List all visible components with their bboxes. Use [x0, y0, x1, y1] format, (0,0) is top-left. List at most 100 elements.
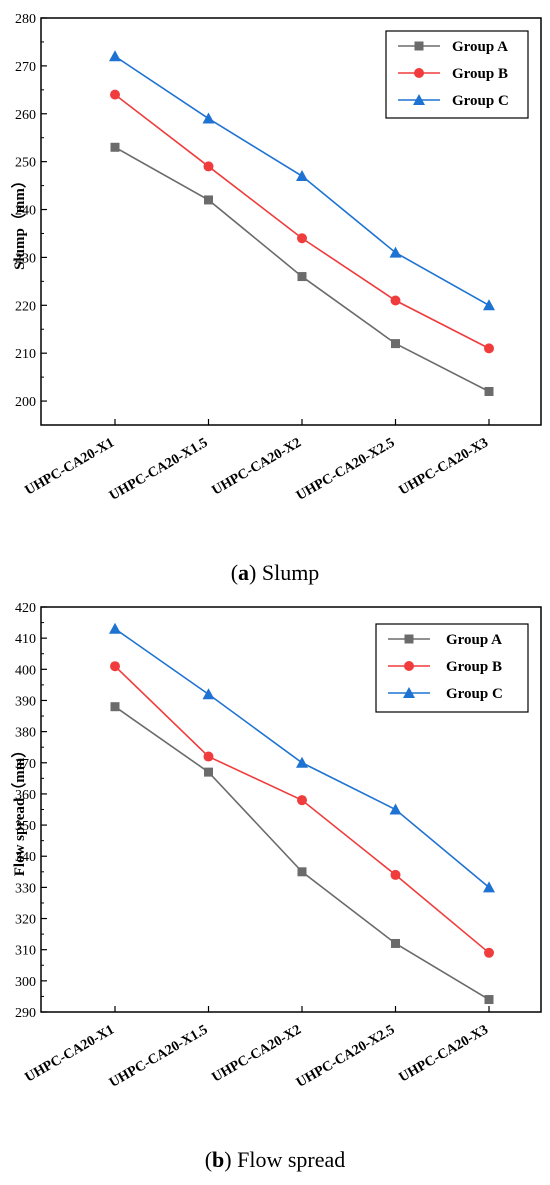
y-tick-label: 410 — [15, 632, 36, 647]
data-point — [484, 386, 494, 396]
legend-entry: Group A — [398, 39, 508, 55]
data-point — [203, 751, 214, 762]
data-point — [110, 702, 120, 712]
legend-entry: Group B — [398, 66, 508, 82]
y-tick-label: 210 — [15, 347, 36, 362]
legend-marker — [404, 634, 414, 644]
legend-marker — [414, 68, 424, 78]
legend-entry: Group A — [388, 632, 502, 648]
chart-slump: 200210220230240250260270280UHPC-CA20-X1U… — [10, 12, 542, 504]
data-point — [297, 272, 307, 282]
data-point — [109, 50, 121, 62]
data-point — [202, 688, 215, 700]
caption-b-letter: b — [212, 1147, 224, 1172]
data-point — [297, 867, 307, 877]
legend-label: Group A — [446, 632, 502, 648]
y-tick-label: 320 — [15, 913, 36, 928]
y-tick-label: 250 — [15, 156, 36, 171]
series-group-b — [110, 661, 494, 958]
x-tick-label: UHPC-CA20-X2.5 — [294, 1022, 397, 1090]
data-point — [484, 947, 494, 958]
y-tick-label: 200 — [15, 395, 36, 410]
x-tick-label: UHPC-CA20-X1 — [23, 435, 117, 498]
y-tick-label: 330 — [15, 881, 36, 896]
data-point — [391, 339, 400, 349]
legend-label: Group A — [452, 39, 508, 55]
data-point — [202, 112, 215, 124]
y-tick-label: 340 — [15, 850, 36, 865]
caption-b: (b) Flow spread — [205, 1147, 346, 1172]
plot-frame — [40, 17, 542, 426]
data-point — [296, 170, 308, 182]
series-group-b — [110, 89, 494, 354]
x-tick-label: UHPC-CA20-X2 — [210, 1022, 304, 1085]
y-tick-label: 300 — [15, 975, 36, 990]
caption-a-letter: a — [238, 560, 249, 585]
x-tick-label: UHPC-CA20-X3 — [397, 1022, 491, 1085]
data-point — [390, 295, 401, 306]
y-tick-label: 360 — [15, 788, 36, 803]
y-tick-label: 420 — [15, 601, 36, 616]
legend-label: Group C — [446, 686, 503, 702]
y-axis-label: Slump（mm） — [10, 173, 28, 270]
legend: Group A Group B Group C — [385, 30, 529, 119]
y-tick-label: 350 — [15, 819, 36, 834]
y-tick-label: 230 — [15, 251, 36, 266]
legend-label: Group B — [452, 66, 508, 82]
y-tick-label: 400 — [15, 663, 36, 678]
caption-a: (a) Slump — [231, 560, 320, 585]
legend-entry: Group B — [388, 659, 502, 675]
legend-marker — [413, 94, 425, 105]
x-tick-label: UHPC-CA20-X2.5 — [294, 435, 397, 503]
y-axis-label: Flow spread（mm） — [10, 743, 28, 876]
x-tick-label: UHPC-CA20-X1.5 — [107, 435, 210, 503]
series-line — [114, 146, 490, 393]
y-tick-label: 380 — [15, 726, 36, 741]
series-group-a — [110, 702, 494, 1005]
series-line — [114, 93, 490, 350]
legend-label: Group C — [452, 93, 509, 109]
y-tick-label: 310 — [15, 944, 36, 959]
data-point — [110, 142, 120, 152]
data-point — [484, 995, 494, 1005]
x-tick-label: UHPC-CA20-X2 — [210, 435, 304, 498]
legend-label: Group B — [446, 659, 502, 675]
caption-a-text: Slump — [262, 560, 319, 585]
data-point — [110, 661, 120, 672]
data-point — [391, 938, 400, 948]
legend-entry: Group C — [398, 93, 509, 109]
data-point — [297, 795, 307, 806]
x-tick-label: UHPC-CA20-X1 — [23, 1022, 117, 1085]
data-point — [390, 869, 401, 880]
series-group-c — [109, 50, 495, 311]
series-group-a — [110, 142, 494, 396]
data-point — [110, 89, 120, 100]
y-tick-label: 290 — [15, 1006, 36, 1021]
data-point — [204, 195, 213, 205]
y-tick-label: 220 — [15, 299, 36, 314]
data-point — [204, 767, 213, 777]
x-tick-label: UHPC-CA20-X3 — [397, 435, 491, 498]
y-tick-label: 280 — [15, 12, 36, 27]
y-tick-label: 270 — [15, 60, 36, 75]
data-point — [297, 233, 307, 244]
y-tick-label: 370 — [15, 757, 36, 772]
data-point — [484, 343, 494, 354]
caption-b-text: Flow spread — [237, 1147, 345, 1172]
data-point — [389, 246, 402, 258]
data-point — [109, 622, 121, 634]
y-tick-label: 240 — [15, 204, 36, 219]
legend-marker — [404, 661, 414, 671]
legend-entry: Group C — [388, 686, 503, 702]
y-tick-label: 260 — [15, 108, 36, 123]
series-line — [114, 706, 490, 1001]
legend: Group A Group B Group C — [375, 623, 529, 713]
data-point — [296, 756, 308, 768]
data-point — [483, 299, 495, 311]
legend-marker — [403, 687, 415, 698]
y-tick-label: 390 — [15, 694, 36, 709]
chart-flow-spread: 290 300 310 320 330 340 350 360 370 380 390 400 410 4… — [10, 601, 542, 1091]
data-point — [483, 881, 495, 893]
x-tick-label: UHPC-CA20-X1.5 — [107, 1022, 210, 1090]
